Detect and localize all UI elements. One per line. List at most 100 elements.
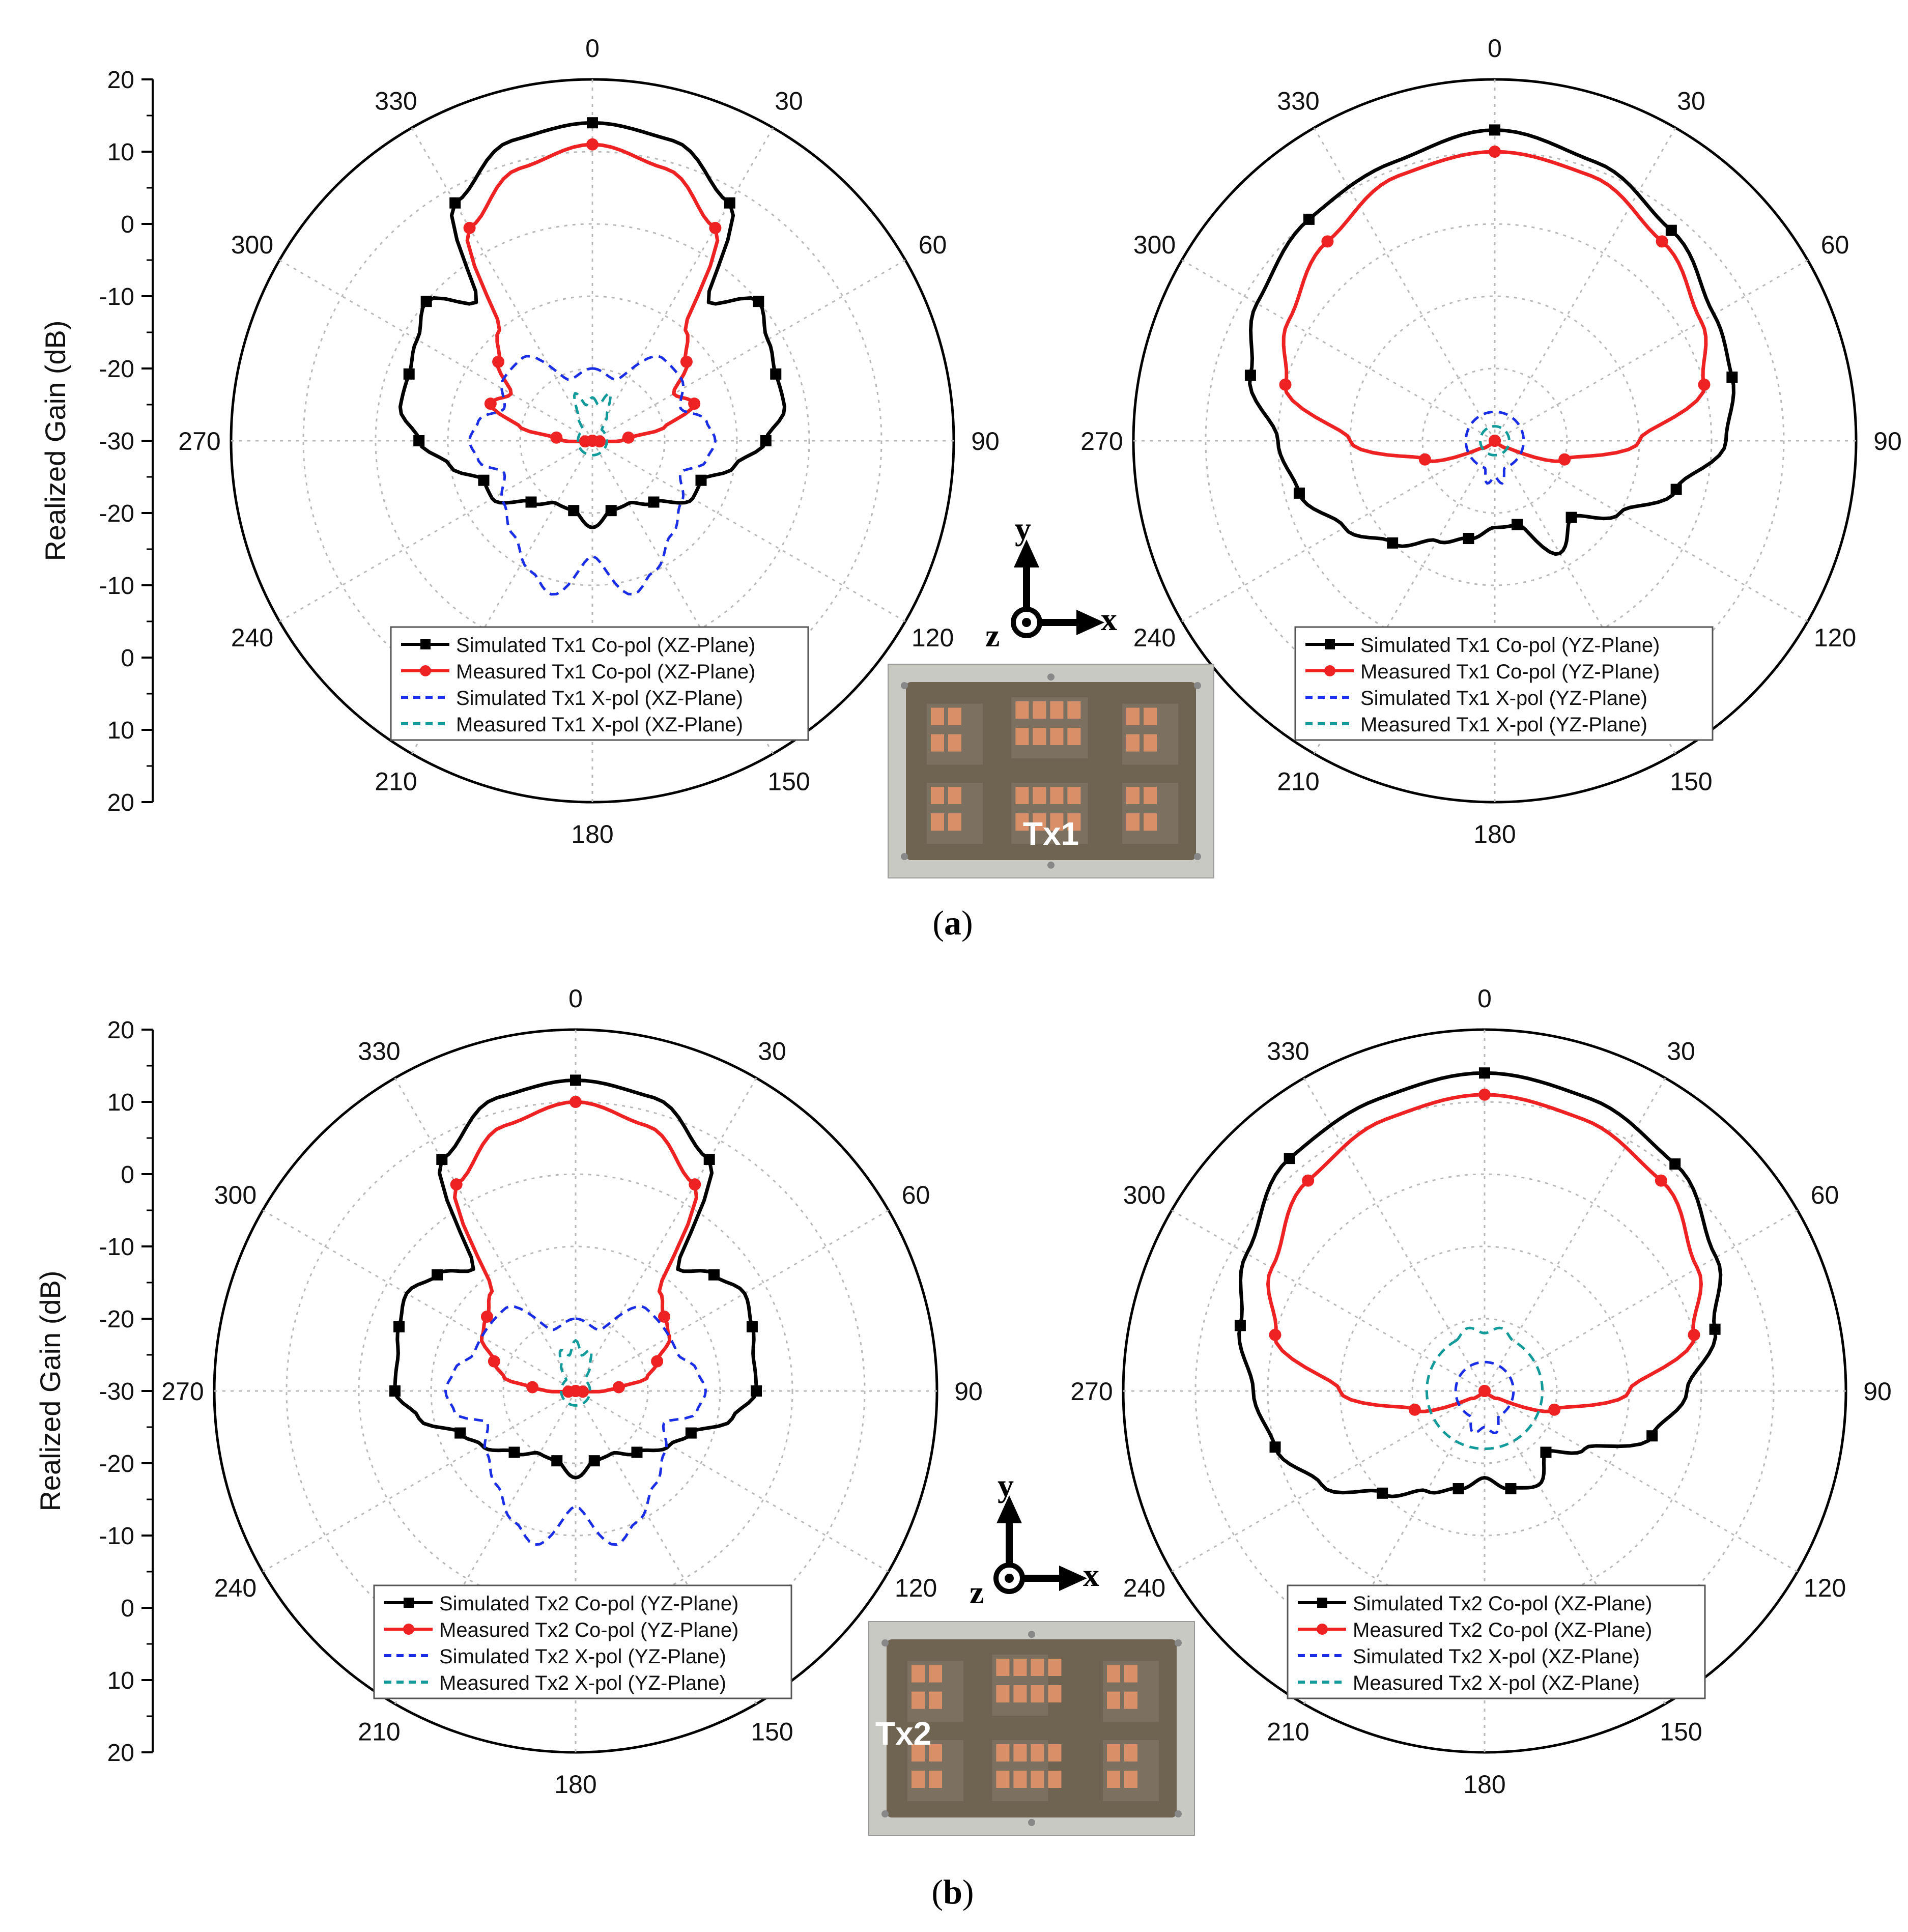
angle-tick-label: 270 <box>1070 1377 1113 1406</box>
legend-box <box>373 1584 792 1699</box>
series-marker-circle <box>622 431 635 444</box>
series-marker-square <box>1646 1430 1658 1442</box>
patch-antenna <box>1031 1685 1044 1702</box>
angle-tick-label: 330 <box>1267 1037 1309 1065</box>
series-marker-square <box>1463 533 1474 545</box>
patch-antenna <box>1048 1659 1062 1676</box>
series-marker-circle <box>1655 1174 1667 1187</box>
polar-grid-spoke <box>1313 127 1496 441</box>
patch-antenna <box>1031 1771 1044 1788</box>
panel-caption-a: (a) <box>932 903 973 942</box>
series-marker-circle <box>1478 1088 1491 1101</box>
legend-box <box>390 626 809 741</box>
patch-antenna <box>1124 1771 1137 1788</box>
angle-tick-label: 120 <box>1804 1574 1846 1602</box>
legend-marker <box>420 665 431 676</box>
series-marker-square <box>695 474 707 486</box>
radial-axis-tick-label: -10 <box>99 1234 134 1261</box>
patch-antenna <box>948 707 961 725</box>
radial-axis-tick-label: 0 <box>121 211 134 238</box>
series-marker-circle <box>463 221 476 234</box>
coordinate-triad-a: y x z <box>985 510 1117 654</box>
series-marker-circle <box>579 435 591 448</box>
polar-grid-ring <box>302 151 882 731</box>
polar-grid-spoke <box>1484 1209 1798 1392</box>
patch-antenna <box>1033 813 1046 831</box>
series-marker-square <box>570 1074 581 1086</box>
series-marker-square <box>703 1153 715 1165</box>
legend-marker <box>403 1624 414 1635</box>
patch-antenna <box>1144 813 1157 831</box>
legend-entry-text: Measured Tx1 Co-pol (XZ-Plane) <box>456 661 755 683</box>
radial-axis-tick-label: 10 <box>107 139 134 166</box>
polar-grid-spoke <box>1494 127 1676 441</box>
series-marker-circle <box>569 1096 582 1108</box>
patch-antenna <box>931 813 944 831</box>
axis-label-y-a: y <box>1015 510 1031 547</box>
legend-entry-text: Simulated Tx2 Co-pol (YZ-Plane) <box>439 1593 738 1615</box>
angle-tick-label: 120 <box>912 623 954 652</box>
polar-grid-spoke <box>591 440 774 754</box>
polar-grid-spoke <box>1171 1390 1485 1573</box>
polar-grid-spoke <box>411 127 593 441</box>
legend-entry-text: Measured Tx1 X-pol (YZ-Plane) <box>1360 714 1647 736</box>
patch-antenna <box>1013 1659 1027 1676</box>
series-marker-square <box>403 368 415 380</box>
series-marker-circle <box>658 1310 671 1323</box>
patch-antenna <box>948 813 961 831</box>
patch-antenna <box>1126 813 1140 831</box>
series-marker-square <box>770 368 782 380</box>
series-marker-circle <box>1688 1328 1700 1341</box>
angle-tick-label: 180 <box>1473 820 1516 848</box>
polar-grid-spoke <box>575 1390 757 1704</box>
legend-marker <box>1324 665 1335 676</box>
angle-tick-label: 210 <box>1267 1718 1309 1746</box>
patch-antenna <box>1015 813 1029 831</box>
board-screw <box>881 1810 889 1817</box>
angle-tick-label: 210 <box>375 768 417 796</box>
polar-grid-ring <box>1421 367 1568 514</box>
legend: Simulated Tx2 Co-pol (XZ-Plane) Measured … <box>1287 1584 1706 1699</box>
angle-tick-label: 90 <box>1863 1377 1892 1406</box>
angle-tick-label: 60 <box>902 1181 930 1209</box>
radial-axis-tick-label: 20 <box>107 1740 134 1767</box>
patch-antenna <box>1126 734 1140 752</box>
patch-antenna <box>1048 1685 1062 1702</box>
angle-tick-label: 150 <box>751 1718 793 1746</box>
board-screw <box>1047 861 1055 869</box>
patch-antenna <box>1050 813 1064 831</box>
angle-tick-label: 270 <box>161 1377 204 1406</box>
angle-tick-label: 150 <box>1660 1718 1702 1746</box>
patch-antenna <box>929 1771 942 1788</box>
legend-box <box>1287 1584 1706 1699</box>
legend-entry-text: Simulated Tx2 X-pol (XZ-Plane) <box>1353 1645 1640 1668</box>
series-marker-square <box>724 197 735 209</box>
legend-box <box>1294 626 1714 741</box>
series-marker-square <box>751 1385 762 1397</box>
y-axis-title-b: Realized Gain (dB) <box>34 1270 66 1511</box>
polar-grid-spoke <box>394 1390 577 1704</box>
angle-tick-label: 240 <box>1123 1574 1165 1602</box>
series-marker-circle <box>1489 146 1501 158</box>
legend-entry-text: Simulated Tx1 Co-pol (XZ-Plane) <box>456 634 755 657</box>
series-marker-square <box>1540 1446 1552 1458</box>
patch-antenna <box>1015 787 1029 804</box>
angle-tick-label: 60 <box>1811 1181 1839 1209</box>
series-line-meas_x <box>558 1339 593 1407</box>
series-marker-square <box>1303 213 1315 225</box>
series-marker-circle <box>1269 1328 1282 1341</box>
angle-tick-label: 150 <box>1670 768 1712 796</box>
panel-caption-b: (b) <box>931 1872 974 1911</box>
legend-entry-text: Simulated Tx1 X-pol (XZ-Plane) <box>456 687 743 709</box>
polar-grid-spoke <box>262 1209 576 1392</box>
board-screw <box>901 853 908 860</box>
polar-grid-spoke <box>262 1390 576 1573</box>
antenna-board-photo-tx1: Tx1 <box>888 664 1214 878</box>
polar-grid-ring <box>358 1173 793 1609</box>
series-marker-square <box>746 1321 758 1332</box>
polar-grid-ring <box>519 367 666 514</box>
polar-grid-spoke <box>1171 1209 1485 1392</box>
patch-antenna <box>912 1771 925 1788</box>
polar-grid-spoke <box>575 1209 889 1392</box>
series-marker-square <box>631 1446 643 1458</box>
